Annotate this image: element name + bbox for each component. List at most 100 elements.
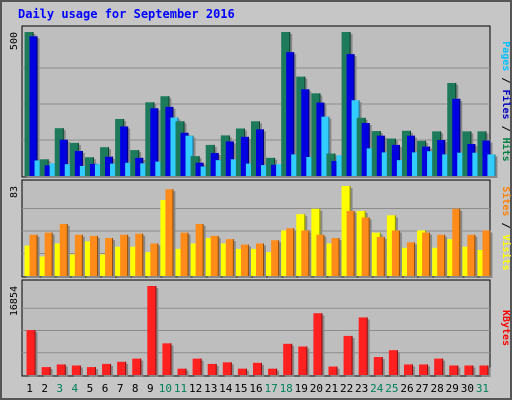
bar-kbytes-day-7 [117,361,127,375]
bar-kbytes-day-27-edge [427,364,429,375]
x-tick-label-day-24: 24 [370,382,384,395]
bar-kbytes-day-18-edge [291,343,293,375]
bar-pages-day-14 [230,159,239,176]
bar-hits-day-14 [220,135,230,176]
bar-kbytes-day-24-edge [381,357,383,375]
bar-sites-day-22-edge [353,210,355,276]
bar-visits-day-12 [190,243,200,276]
bar-sites-day-22 [346,210,355,276]
bar-sites-day-3-edge [66,223,68,276]
x-tick-label-day-2: 2 [41,382,48,395]
bar-kbytes-day-19 [298,346,308,375]
bar-pages-day-22 [351,100,360,176]
bar-sites-day-26-edge [413,242,415,276]
bar-hits-day-1 [24,32,34,176]
bar-sites-day-6-edge [112,238,114,276]
bar-sites-day-27 [422,232,431,276]
bar-kbytes-day-6-edge [110,363,112,375]
bar-hits-day-10 [160,96,170,176]
bar-visits-day-6 [100,254,110,276]
bar-hits-day-15 [235,128,245,176]
bar-sites-day-4 [74,234,83,276]
y-axis-label-visits_sites: Sites / Visits [500,186,512,270]
bar-files-day-16 [256,129,264,176]
bar-files-day-7-edge [127,126,129,176]
bar-kbytes-day-9-edge [155,286,157,375]
bar-hits-day-25 [386,138,396,176]
bar-sites-day-31-edge [489,230,491,276]
bar-kbytes-day-17 [268,368,278,375]
bar-files-day-8 [135,157,144,176]
bar-sites-day-6 [105,238,114,276]
bar-files-day-25 [391,144,400,176]
bar-kbytes-day-8 [132,358,142,375]
bar-sites-day-14-edge [232,239,234,276]
bar-kbytes-day-5-edge [94,367,96,375]
bar-kbytes-day-25 [388,350,398,375]
bar-files-day-18-edge [293,52,295,176]
bar-sites-day-8-edge [142,233,144,276]
bar-kbytes-day-23 [358,317,368,375]
bar-pages-day-8 [140,163,149,176]
bar-files-day-15 [240,136,249,176]
bar-kbytes-day-18 [283,343,293,375]
bar-sites-day-9 [150,243,159,276]
bar-hits-day-13 [205,144,215,176]
bar-pages-day-1 [34,160,43,176]
bar-sites-day-16-edge [263,243,264,276]
bar-pages-day-20-edge [328,116,330,176]
bar-files-day-30 [467,144,476,176]
y-axis-label-part: Files [500,89,512,119]
bar-files-day-29 [452,98,461,176]
x-tick-label-day-19: 19 [295,382,308,395]
bar-sites-day-24-edge [383,236,385,276]
bar-visits-day-31 [477,249,487,276]
bar-visits-day-13 [205,238,215,276]
bar-hits-day-24 [371,131,381,176]
bar-kbytes-day-24 [373,357,383,375]
bar-kbytes-day-28 [434,358,444,375]
bar-kbytes-day-14 [222,362,232,375]
bar-files-day-4-edge [81,150,83,176]
bar-files-day-14 [225,141,234,176]
bar-visits-day-17 [266,252,276,276]
bar-files-day-22 [346,54,355,177]
bar-hits-day-31 [477,131,487,176]
x-tick-label-day-25: 25 [385,382,398,395]
bar-hits-day-3 [54,128,64,176]
bar-hits-day-27 [417,140,427,176]
bar-sites-day-4-edge [81,234,83,276]
bar-kbytes-day-4-edge [79,365,81,375]
y-axis-label-part: Pages [500,41,511,71]
bar-files-day-1 [29,36,38,176]
bar-pages-day-19 [306,156,315,176]
bar-sites-day-23 [361,217,370,276]
bar-visits-day-23 [356,210,366,276]
bar-files-day-19-edge [308,89,310,176]
bar-files-day-20 [316,102,325,176]
bar-hits-day-12 [190,156,200,176]
bar-pages-day-21 [336,155,345,176]
bar-files-day-16-edge [263,129,264,176]
x-tick-label-day-16: 16 [249,382,262,395]
bar-sites-day-9-edge [157,243,159,276]
bar-files-day-28 [437,140,446,176]
bar-visits-day-16 [251,248,260,276]
bar-kbytes-day-20-edge [321,313,323,375]
bar-kbytes-day-3 [56,364,66,375]
bar-visits-day-21 [326,243,336,276]
bar-visits-day-15 [235,248,245,276]
bar-hits-day-26 [401,130,411,176]
y-max-label-kbytes: 16854 [9,286,20,316]
bar-pages-day-29 [457,152,466,176]
bar-files-day-11 [180,132,189,176]
bar-hits-day-19 [296,76,306,176]
bar-kbytes-day-13-edge [215,363,217,375]
bar-visits-day-28 [432,247,442,276]
bar-pages-day-30 [472,152,481,176]
bar-kbytes-day-10-edge [170,343,172,375]
x-tick-label-day-8: 8 [132,382,139,395]
x-tick-label-day-17: 17 [264,382,277,395]
bar-kbytes-day-2 [41,367,51,375]
bar-files-day-5 [89,163,98,176]
